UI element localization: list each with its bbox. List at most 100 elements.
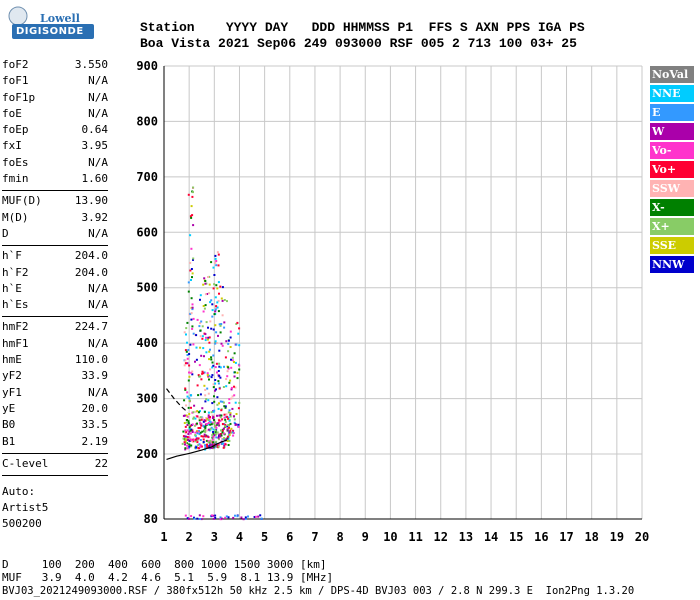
x-tick-label: 20 [635,530,649,544]
echo-point [192,440,195,443]
param-value: 33.9 [81,369,109,383]
echo-point [203,355,205,358]
echo-point [226,435,229,438]
echo-point [220,517,223,520]
echo-point [197,427,200,429]
param-row: fmin 1.60 [2,172,108,188]
echo-point [217,299,220,302]
echo-point [208,341,211,344]
echo-point [185,439,187,442]
echo-point [216,431,219,434]
echo-point [209,320,212,323]
y-tick-label: 200 [136,447,158,461]
echo-point [195,446,198,449]
echo-point [207,428,210,431]
echo-point [204,304,207,307]
echo-point [204,431,207,433]
echo-point [206,374,209,376]
echo-point [229,415,232,418]
echo-point [211,303,214,306]
echo-point [191,214,194,217]
echo-point [201,370,204,373]
echo-point [212,517,215,520]
param-separator [2,245,108,247]
echo-point [190,444,193,447]
echo-point [237,407,240,410]
echo-point [208,374,211,377]
echo-point [198,433,201,436]
echo-point [204,388,207,391]
echo-point [229,330,232,333]
echo-point [204,333,207,336]
param-value: 0.64 [81,123,109,137]
echo-point [201,430,204,433]
echo-point [208,350,211,353]
echo-point [199,393,202,396]
echo-point [207,419,210,421]
echo-point [186,447,189,450]
echo-point [221,429,224,432]
echo-point [224,405,227,408]
echo-point [208,420,211,423]
echo-point [191,373,194,376]
echo-point [225,438,228,441]
echo-point [190,216,193,219]
param-row: h`Es N/A [2,298,108,314]
echo-point [207,336,210,339]
echo-point [214,340,217,343]
echo-point [212,364,215,367]
echo-point [240,516,243,519]
param-row: B0 33.5 [2,418,108,434]
echo-point [212,441,215,444]
echo-point [214,366,217,369]
echo-point [192,257,195,260]
echo-point [218,433,221,436]
echo-point [198,411,200,414]
param-row: yF1 N/A [2,386,108,402]
echo-point [229,379,232,382]
echo-point [188,375,191,378]
legend-item-w: W [650,123,694,140]
echo-point [198,514,201,517]
echo-point [183,439,186,442]
echo-point [208,378,210,381]
echo-point [223,299,226,301]
x-tick-label: 17 [559,530,573,544]
echo-point [194,440,197,443]
echo-point [185,438,188,441]
echo-point [238,364,241,367]
echo-point [185,421,188,424]
echo-point [228,402,231,404]
echo-point [200,418,203,421]
echo-point [189,312,192,315]
y-tick-label: 400 [136,336,158,350]
echo-point [224,425,227,428]
echo-point [183,331,186,334]
legend-item-e: E [650,104,694,121]
echo-point [184,447,187,450]
echo-point [216,301,219,304]
echo-point [205,398,208,401]
echo-point [201,372,204,375]
echo-point [235,423,238,426]
echo-point [227,516,230,519]
echo-point [198,419,201,422]
echo-point [187,290,190,293]
echo-point [207,423,210,426]
echo-point [213,283,216,286]
legend: NoVal NNE E W Vo- Vo+ SSW X- X+ SSE NNW [650,66,694,275]
echo-point [188,423,191,426]
echo-point [199,518,202,520]
echo-point [190,440,193,443]
echo-point [210,421,213,424]
echo-point [187,420,190,423]
echo-point [228,419,231,422]
echo-point [227,437,230,439]
distance-row: D 100 200 400 600 800 1000 1500 3000 [km… [2,558,327,571]
echo-point [215,342,218,344]
echo-point [186,395,189,398]
echo-point [225,515,228,518]
echo-point [209,423,212,426]
echo-point [204,394,207,397]
param-separator [2,452,108,454]
